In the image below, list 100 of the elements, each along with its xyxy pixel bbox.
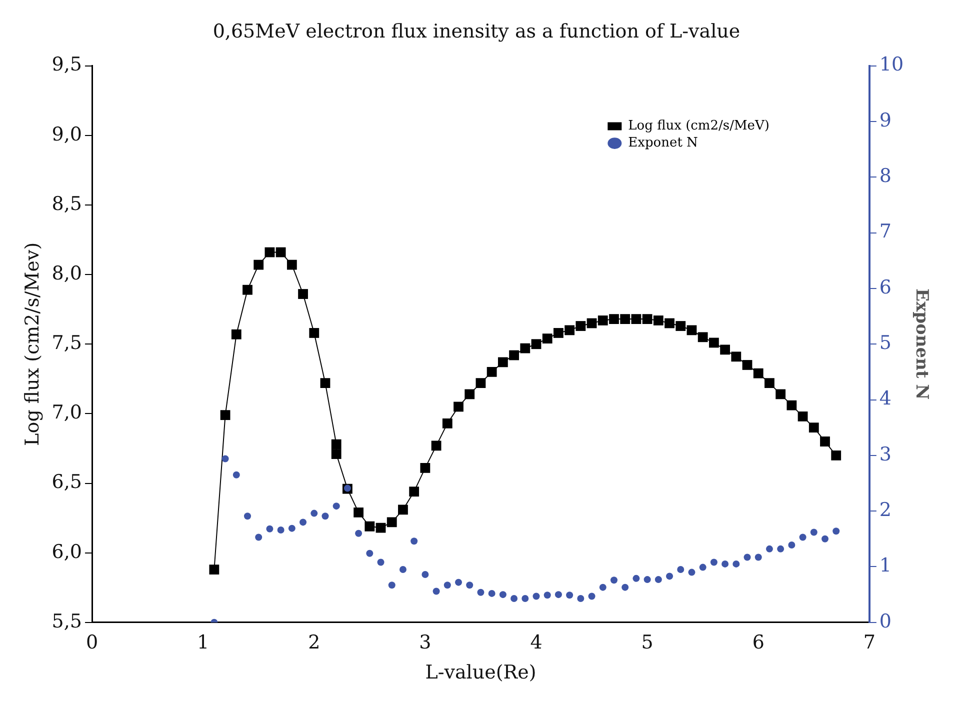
point xyxy=(609,314,619,324)
y-tick-label: 9,0 xyxy=(52,123,82,146)
point xyxy=(632,574,640,582)
y2-tick-label: 7 xyxy=(879,220,892,243)
x-tick-label: 7 xyxy=(863,632,876,654)
point xyxy=(554,591,562,598)
point xyxy=(798,412,808,422)
point xyxy=(554,328,564,338)
point xyxy=(686,325,697,336)
y2-tick-label: 5 xyxy=(879,332,892,354)
point xyxy=(653,315,664,326)
point xyxy=(577,594,584,602)
point xyxy=(753,368,764,378)
point xyxy=(277,526,284,534)
point xyxy=(688,568,696,576)
point xyxy=(722,560,729,568)
point xyxy=(309,328,320,338)
legend-label: Exponet N xyxy=(628,136,698,151)
point xyxy=(410,538,418,545)
point xyxy=(432,588,440,595)
y2-axis-title: Exponent N xyxy=(911,288,932,400)
point xyxy=(708,338,719,348)
point xyxy=(642,314,652,324)
point xyxy=(542,334,552,344)
point xyxy=(544,592,551,599)
point xyxy=(520,343,530,354)
y2-tick-label: 4 xyxy=(879,388,892,410)
point xyxy=(777,545,784,552)
x-tick-label: 0 xyxy=(86,632,98,654)
point xyxy=(509,350,519,360)
point xyxy=(244,512,251,520)
point xyxy=(742,360,752,370)
point xyxy=(664,318,674,328)
point xyxy=(720,344,730,355)
point xyxy=(442,418,452,428)
point xyxy=(622,584,629,591)
point xyxy=(466,582,474,589)
point xyxy=(222,455,229,462)
chart-title: 0,65MeV electron flux inensity as a function of L-value xyxy=(212,20,740,42)
point xyxy=(420,462,430,473)
point xyxy=(254,260,264,270)
point xyxy=(698,332,708,342)
point xyxy=(355,530,362,537)
point xyxy=(266,525,274,532)
point xyxy=(831,450,842,460)
y2-tick-label: 0 xyxy=(879,610,892,632)
point xyxy=(464,389,475,400)
point xyxy=(620,314,630,324)
point xyxy=(242,284,252,295)
point xyxy=(486,366,497,377)
y2-tick-label: 6 xyxy=(879,276,892,298)
point xyxy=(409,486,420,497)
point xyxy=(776,389,786,400)
point xyxy=(820,436,830,446)
point xyxy=(331,439,342,450)
point xyxy=(364,521,375,532)
point xyxy=(564,325,575,336)
y2-tick-label: 3 xyxy=(879,443,892,466)
point xyxy=(209,564,220,574)
y2-tick-label: 1 xyxy=(879,554,892,577)
point xyxy=(320,378,330,388)
point xyxy=(654,576,662,584)
y-tick-label: 7,0 xyxy=(52,402,82,424)
point xyxy=(498,357,508,368)
point xyxy=(586,318,597,328)
legend-label: Log flux (cm2/s/MeV) xyxy=(628,118,770,134)
point xyxy=(455,578,462,586)
point xyxy=(522,594,529,602)
y-tick-label: 8,5 xyxy=(52,192,82,215)
point xyxy=(766,545,773,552)
point xyxy=(332,502,340,510)
point xyxy=(822,535,828,542)
point xyxy=(799,534,806,541)
point xyxy=(476,378,486,388)
point xyxy=(386,517,397,528)
point xyxy=(677,566,684,574)
point xyxy=(354,508,364,518)
point xyxy=(398,504,408,515)
point xyxy=(598,315,608,326)
point xyxy=(710,558,718,566)
point xyxy=(666,572,674,580)
point xyxy=(644,576,651,584)
y-tick-label: 9,5 xyxy=(52,54,82,76)
point xyxy=(231,329,242,340)
point xyxy=(832,528,840,535)
y-tick-label: 8,0 xyxy=(52,262,82,284)
point xyxy=(731,352,742,362)
point xyxy=(744,554,751,561)
x-tick-label: 1 xyxy=(197,632,210,654)
point xyxy=(531,339,542,350)
point xyxy=(322,512,329,520)
y2-tick-label: 10 xyxy=(879,54,904,76)
point xyxy=(808,422,819,433)
point xyxy=(376,522,386,533)
point xyxy=(810,528,818,536)
point xyxy=(566,592,574,599)
y-tick-label: 6,5 xyxy=(52,471,82,494)
y-axis-title: Log flux (cm2/s/Mev) xyxy=(21,242,44,446)
x-tick-label: 5 xyxy=(641,632,654,654)
point xyxy=(576,321,586,331)
